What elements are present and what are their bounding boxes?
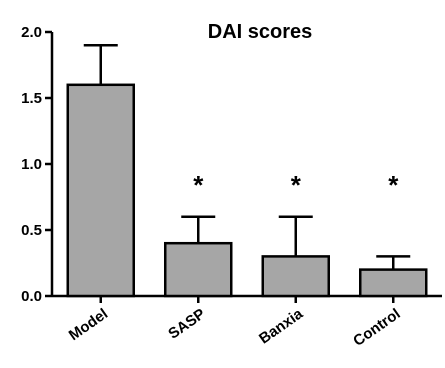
bar-control — [359, 268, 428, 298]
significance-marker: * — [291, 170, 302, 200]
x-category-label: Control — [350, 305, 403, 350]
bar-banxia — [261, 255, 330, 298]
y-tick-label: 2.0 — [21, 24, 42, 41]
bar-model — [66, 83, 135, 298]
bars: * * * — [66, 43, 428, 298]
x-axis: Model SASP Banxia Control — [52, 294, 442, 350]
y-tick-label: 0.0 — [21, 288, 42, 305]
x-category-label: SASP — [165, 305, 208, 342]
y-tick-label: 1.5 — [21, 90, 42, 107]
significance-marker: * — [388, 170, 399, 200]
y-tick-label: 0.5 — [21, 222, 42, 239]
chart-title: DAI scores — [208, 21, 313, 43]
x-category-label: Model — [66, 305, 111, 344]
x-category-label: Banxia — [256, 305, 307, 348]
significance-marker: * — [193, 170, 204, 200]
bar-sasp — [164, 241, 233, 298]
y-tick-label: 1.0 — [21, 156, 42, 173]
y-axis: 0.0 0.5 1.0 1.5 2.0 — [21, 24, 54, 305]
